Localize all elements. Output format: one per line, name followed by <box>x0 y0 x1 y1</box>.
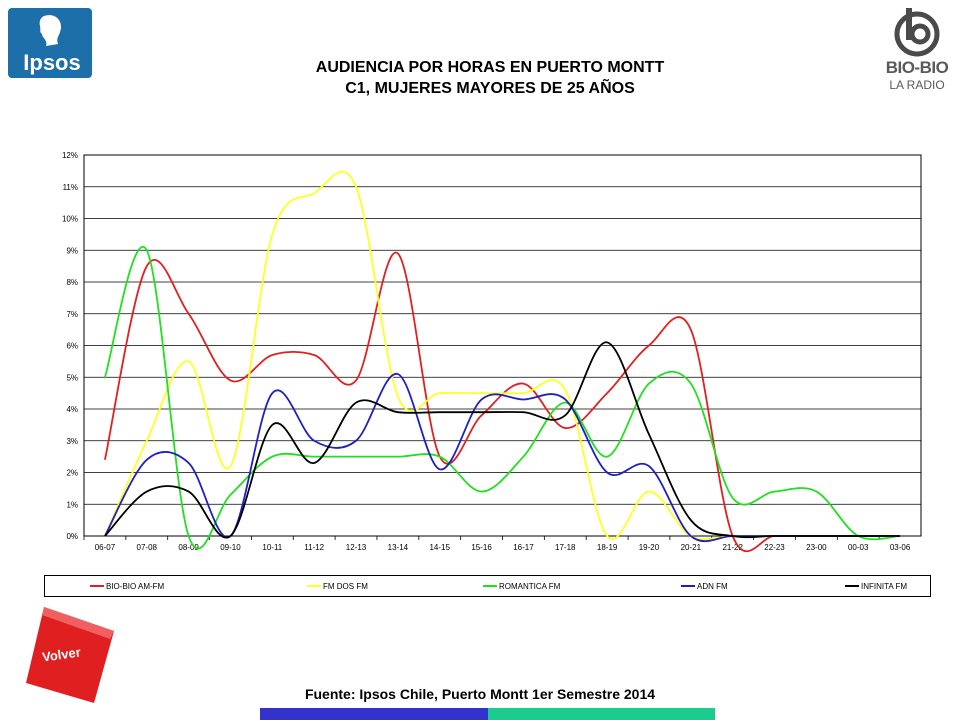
series-line-infinita-fm <box>104 341 901 539</box>
legend-item: BIO-BIO AM-FM <box>90 581 164 591</box>
ipsos-head-icon <box>39 15 62 46</box>
legend-swatch <box>483 585 497 587</box>
x-tick-label: 06-07 <box>95 543 116 552</box>
x-tick-label: 07-08 <box>137 543 158 552</box>
title-line-2: C1, MUJERES MAYORES DE 25 AÑOS <box>345 80 635 97</box>
biobio-logo-text: BIO-BIO <box>885 58 949 77</box>
x-tick-label: 23-00 <box>806 543 827 552</box>
series-line-romantica-fm <box>104 246 901 550</box>
y-tick-label: 5% <box>66 373 78 382</box>
legend-label: ROMANTICA FM <box>499 581 561 591</box>
x-tick-label: 18-19 <box>597 543 618 552</box>
x-tick-label: 00-03 <box>848 543 869 552</box>
x-tick-label: 15-16 <box>471 543 492 552</box>
x-tick-label: 03-06 <box>890 543 911 552</box>
source-note: Fuente: Ipsos Chile, Puerto Montt 1er Se… <box>304 686 656 702</box>
x-tick-label: 10-11 <box>262 543 282 552</box>
x-tick-label: 16-17 <box>513 543 534 552</box>
y-tick-label: 11% <box>63 183 78 192</box>
title-line-1: AUDIENCIA POR HORAS EN PUERTO MONTT <box>315 59 665 76</box>
volver-shape-icon <box>26 607 114 703</box>
x-tick-label: 20-21 <box>681 543 702 552</box>
footer-bar-blue <box>260 708 488 720</box>
y-tick-label: 7% <box>66 310 78 319</box>
ipsos-logo-text: Ipsos <box>23 50 81 75</box>
y-tick-label: 1% <box>66 500 78 509</box>
legend-label: BIO-BIO AM-FM <box>106 581 165 591</box>
y-tick-label: 6% <box>66 342 78 351</box>
x-tick-label: 21-22 <box>722 543 743 552</box>
legend-item: ADN FM <box>681 581 728 591</box>
chart-legend: BIO-BIO AM-FM FM DOS FM ROMANTICA FM ADN FM… <box>44 575 931 597</box>
x-tick-label: 19-20 <box>639 543 660 552</box>
legend-item: ROMANTICA FM <box>483 581 560 591</box>
y-tick-label: 3% <box>66 437 78 446</box>
x-tick-label: 22-23 <box>764 543 785 552</box>
y-tick-label: 4% <box>66 405 78 414</box>
legend-item: INFINITA FM <box>845 581 907 591</box>
biobio-logo-sub: LA RADIO <box>889 78 945 92</box>
y-tick-label: 0% <box>66 532 78 541</box>
legend-swatch <box>845 585 859 587</box>
y-tick-label: 9% <box>66 246 78 255</box>
legend-swatch <box>307 585 321 587</box>
biobio-logo: BIO-BIO LA RADIO <box>880 6 954 98</box>
footer-bar-teal <box>488 708 715 720</box>
y-tick-label: 8% <box>66 278 78 287</box>
page-title: AUDIENCIA POR HORAS EN PUERTO MONTT C1, … <box>200 57 780 99</box>
x-tick-label: 14-15 <box>429 543 450 552</box>
legend-label: INFINITA FM <box>861 581 908 591</box>
legend-swatch <box>681 585 695 587</box>
x-tick-label: 08-09 <box>178 543 199 552</box>
x-tick-label: 13-14 <box>388 543 409 552</box>
y-tick-label: 12% <box>62 151 78 160</box>
y-tick-label: 10% <box>62 215 78 224</box>
ipsos-logo: Ipsos <box>8 8 92 78</box>
legend-swatch <box>90 585 104 587</box>
legend-label: ADN FM <box>697 581 728 591</box>
legend-item: FM DOS FM <box>307 581 368 591</box>
x-tick-label: 09-10 <box>220 543 241 552</box>
x-tick-label: 12-13 <box>346 543 367 552</box>
x-tick-label: 11-12 <box>304 543 324 552</box>
x-tick-label: 17-18 <box>555 543 576 552</box>
biobio-mark-icon <box>894 8 940 57</box>
volver-button[interactable]: Volver <box>24 605 116 705</box>
legend-label: FM DOS FM <box>323 581 368 591</box>
y-tick-label: 2% <box>66 469 78 478</box>
series-line-bio-bio-am-fm <box>104 251 901 553</box>
